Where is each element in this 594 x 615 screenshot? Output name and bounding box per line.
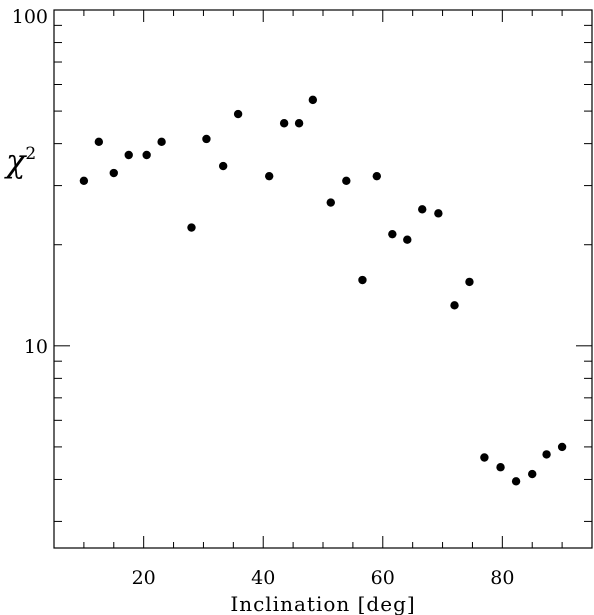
axis-ticks xyxy=(54,9,592,548)
y-tick-label: 100 xyxy=(12,6,48,28)
data-point xyxy=(496,463,505,472)
data-point xyxy=(388,229,397,239)
data-points xyxy=(79,95,567,486)
x-axis-label: Inclination [deg] xyxy=(230,592,415,615)
data-point xyxy=(557,442,567,452)
data-point xyxy=(79,176,89,186)
plot-frame xyxy=(53,9,593,549)
data-point xyxy=(187,223,196,232)
data-point xyxy=(450,301,459,310)
data-point xyxy=(94,137,104,147)
data-point xyxy=(157,137,166,147)
data-point xyxy=(480,453,489,462)
data-point xyxy=(434,209,443,218)
data-point xyxy=(528,469,537,479)
data-point xyxy=(326,198,335,207)
data-point xyxy=(109,168,118,178)
tick-labels: 20 40 60 80 10 100 xyxy=(12,6,515,589)
data-point xyxy=(265,171,274,181)
data-point xyxy=(372,171,381,181)
data-point xyxy=(308,95,318,105)
data-point xyxy=(465,277,474,287)
data-point xyxy=(142,150,151,160)
y-tick-label: 10 xyxy=(24,336,48,358)
x-tick-label: 40 xyxy=(251,567,275,589)
y-axis-label-superscript: 2 xyxy=(25,144,36,164)
data-point xyxy=(542,450,551,459)
data-point xyxy=(358,275,367,285)
data-point xyxy=(124,150,133,160)
data-point xyxy=(233,109,243,119)
data-point xyxy=(218,161,228,171)
x-tick-label: 80 xyxy=(490,567,514,589)
data-point xyxy=(279,119,289,128)
y-axis-label-symbol: χ xyxy=(4,142,27,180)
x-tick-label: 60 xyxy=(371,567,395,589)
x-tick-label: 20 xyxy=(132,567,156,589)
data-point xyxy=(294,119,304,128)
data-point xyxy=(202,134,211,144)
y-axis-label: χ2 xyxy=(4,142,36,180)
data-point xyxy=(511,477,521,486)
data-point xyxy=(418,205,427,214)
data-point xyxy=(342,176,351,186)
data-point xyxy=(403,235,412,244)
